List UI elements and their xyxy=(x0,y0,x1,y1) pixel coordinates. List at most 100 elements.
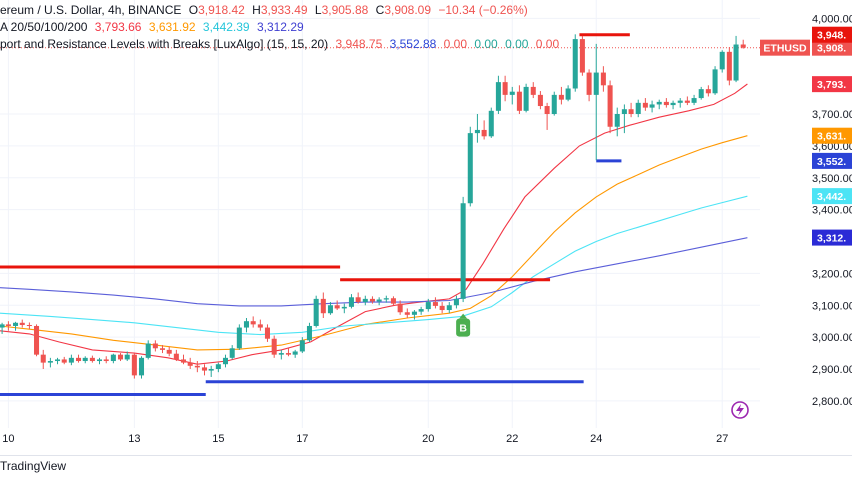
candle-body xyxy=(733,44,739,81)
candle-body xyxy=(411,311,417,315)
candle-body xyxy=(243,321,249,328)
candle-body xyxy=(446,305,452,311)
candle-body xyxy=(89,357,95,362)
break-label-text: B xyxy=(459,323,467,335)
candle-body xyxy=(299,340,305,352)
candle-body xyxy=(152,343,158,349)
candle-body xyxy=(264,327,270,339)
candle-body xyxy=(313,298,319,326)
candle-body xyxy=(488,110,494,137)
candle-body xyxy=(0,324,5,328)
candle-body xyxy=(47,361,53,363)
low-label: L xyxy=(314,3,322,17)
ma100-value: 3,442.39 xyxy=(202,20,250,34)
price-badge-text: 3,442. xyxy=(817,191,846,203)
price-badge-bg xyxy=(812,76,852,93)
sr-z4-value: 0.00 xyxy=(535,37,560,51)
ma20-value: 3,793.66 xyxy=(94,20,142,34)
candle-body xyxy=(124,354,130,360)
candle-body xyxy=(691,98,697,103)
candle-body xyxy=(649,104,655,108)
bottom-divider xyxy=(0,455,852,456)
candle-body xyxy=(215,364,221,369)
candle-body xyxy=(530,86,536,95)
candle-body xyxy=(341,306,347,309)
sr-z2-value: 0.00 xyxy=(474,37,498,51)
candle-body xyxy=(257,324,263,328)
high-label: H xyxy=(252,3,261,17)
x-tick-label: 17 xyxy=(296,433,308,445)
price-badge-text: 3,793. xyxy=(817,79,846,91)
price-badge-bg xyxy=(812,39,852,56)
price-badge-text: 3,948. xyxy=(817,30,846,42)
candle-body xyxy=(397,303,403,313)
ma-line xyxy=(0,237,748,307)
candle-body xyxy=(187,362,193,366)
candle-body xyxy=(684,100,690,103)
candle-body xyxy=(96,359,103,362)
candle-body xyxy=(432,302,438,306)
change-value: −10.34 (−0.26%) xyxy=(438,3,528,17)
y-tick-label: 2,900.00 xyxy=(812,364,852,376)
ma200-value: 3,312.29 xyxy=(256,20,304,34)
candle-body xyxy=(474,129,480,134)
candle-body xyxy=(677,100,683,103)
candle-body xyxy=(579,39,585,73)
y-tick-label: 3,500.00 xyxy=(812,173,852,185)
candle-body xyxy=(502,82,508,95)
candle-body xyxy=(131,354,137,376)
x-tick-label: 15 xyxy=(212,433,224,445)
candle-body xyxy=(642,102,648,108)
break-label-pointer xyxy=(459,313,468,319)
candle-body xyxy=(117,354,124,360)
sr-label: port and Resistance Levels with Breaks [… xyxy=(0,37,329,51)
lightning-icon[interactable] xyxy=(731,401,749,419)
candle-body xyxy=(320,298,326,314)
symbol-title: ereum / U.S. Dollar, 4h, BINANCE xyxy=(0,3,182,17)
candle-body xyxy=(166,349,172,354)
sr-support-value: 3,552.88 xyxy=(389,37,437,51)
legend-sr: port and Resistance Levels with Breaks [… xyxy=(0,37,563,52)
candle-body xyxy=(628,109,634,114)
break-label-bg xyxy=(456,318,471,337)
y-tick-label: 3,200.00 xyxy=(812,268,852,280)
candle-body xyxy=(201,367,208,371)
candle-body xyxy=(5,324,11,326)
candle-body xyxy=(481,129,487,137)
candle-body xyxy=(663,101,669,106)
symbol-badge-bg xyxy=(760,39,810,56)
high-value: 3,933.49 xyxy=(260,3,308,17)
legend-ohlc: ereum / U.S. Dollar, 4h, BINANCE O3,918.… xyxy=(0,3,532,18)
x-tick-label: 10 xyxy=(2,433,14,445)
candle-body xyxy=(82,357,88,362)
candle-body xyxy=(572,39,578,89)
price-badge-text: 3,908. xyxy=(817,43,846,55)
candle-body xyxy=(418,309,424,312)
open-value: 3,918.42 xyxy=(198,3,245,17)
candle-body xyxy=(516,91,522,111)
candle-body xyxy=(698,89,704,99)
y-tick-label: 3,000.00 xyxy=(812,332,852,344)
y-tick-label: 3,400.00 xyxy=(812,205,852,217)
ma-line xyxy=(0,195,748,336)
x-tick-label: 22 xyxy=(506,433,518,445)
candle-body xyxy=(236,327,242,349)
candle-body xyxy=(173,353,179,360)
candle-body xyxy=(348,297,354,307)
candle-body xyxy=(523,86,529,111)
y-tick-label: 3,600.00 xyxy=(812,141,852,153)
candle-body xyxy=(40,354,46,363)
candle-body xyxy=(180,359,187,363)
candle-body xyxy=(600,72,606,86)
candle-body xyxy=(544,106,550,114)
candle-body xyxy=(61,359,67,363)
candle-body xyxy=(355,297,361,303)
candle-body xyxy=(740,44,746,48)
candle-body xyxy=(278,353,284,355)
candle-body xyxy=(271,338,277,355)
candle-body xyxy=(19,322,25,326)
x-tick-label: 27 xyxy=(716,433,728,445)
candle-body xyxy=(55,359,61,362)
sr-z3-value: 0.00 xyxy=(505,37,529,51)
